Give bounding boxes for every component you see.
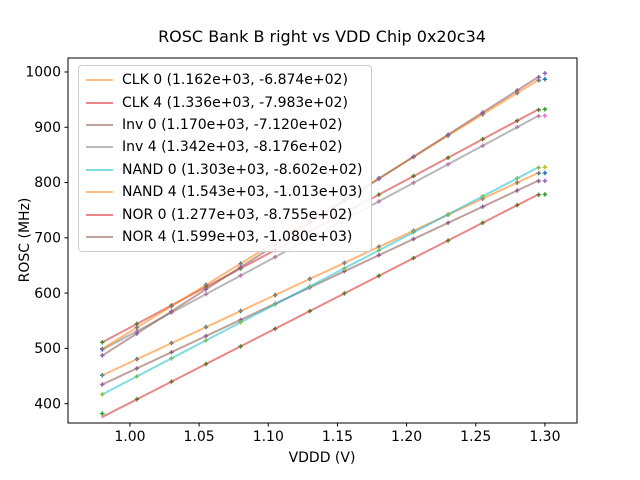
legend-entry-nand-4: NAND 4 (1.543e+03, -1.013e+03) (86, 181, 362, 203)
axes-frame (67, 57, 578, 424)
legend: CLK 0 (1.162e+03, -6.874e+02) CLK 4 (1.33… (78, 65, 373, 253)
x-tick-label: 1.05 (184, 429, 215, 445)
legend-line-swatch (86, 168, 113, 171)
y-tick-label: 800 (34, 175, 61, 191)
legend-line-swatch (86, 213, 113, 216)
legend-label: Inv 0 (1.170e+03, -7.120e+02) (122, 116, 343, 133)
legend-entry-nor-4: NOR 4 (1.599e+03, -1.080e+03) (86, 226, 362, 248)
y-tick-label: 400 (34, 396, 61, 412)
x-tick-label: 1.10 (253, 429, 284, 445)
legend-entry-inv-0: Inv 0 (1.170e+03, -7.120e+02) (86, 114, 362, 136)
series-nor-0-fit-line (101, 193, 540, 418)
chart-title: ROSC Bank B right vs VDD Chip 0x20c34 (158, 27, 486, 46)
x-tick-label: 1.25 (460, 429, 491, 445)
legend-label: NOR 4 (1.599e+03, -1.080e+03) (122, 228, 353, 245)
legend-line-swatch (86, 79, 113, 82)
legend-line-swatch (86, 235, 113, 238)
legend-label: CLK 0 (1.162e+03, -6.874e+02) (122, 72, 348, 89)
x-tick-label: 1.15 (322, 429, 353, 445)
y-tick-label: 600 (34, 286, 61, 302)
legend-entry-inv-4: Inv 4 (1.342e+03, -8.176e+02) (86, 136, 362, 158)
y-tick-label: 700 (34, 231, 61, 247)
series-clk-0-fit-line (101, 171, 540, 377)
legend-label: NOR 0 (1.277e+03, -8.755e+02) (122, 206, 353, 223)
legend-label: Inv 4 (1.342e+03, -8.176e+02) (122, 139, 343, 156)
legend-label: CLK 4 (1.336e+03, -7.983e+02) (122, 94, 348, 111)
x-tick-label: 1.30 (529, 429, 560, 445)
legend-line-swatch (86, 146, 113, 149)
legend-line-swatch (86, 191, 113, 194)
y-axis-label: ROSC (MHz) (17, 197, 33, 283)
legend-entry-clk-4: CLK 4 (1.336e+03, -7.983e+02) (86, 91, 362, 113)
series-inv-0-fit-line (101, 179, 540, 386)
legend-label: NAND 0 (1.303e+03, -8.602e+02) (122, 161, 363, 178)
legend-entry-nor-0: NOR 0 (1.277e+03, -8.755e+02) (86, 203, 362, 225)
legend-label: NAND 4 (1.543e+03, -1.013e+03) (122, 184, 363, 201)
y-tick-label: 900 (34, 120, 61, 136)
legend-line-swatch (86, 101, 113, 104)
series-nand-0-fit-line (101, 166, 540, 396)
legend-entry-clk-0: CLK 0 (1.162e+03, -6.874e+02) (86, 69, 362, 91)
x-tick-label: 1.20 (391, 429, 422, 445)
legend-entry-nand-0: NAND 0 (1.303e+03, -8.602e+02) (86, 159, 362, 181)
x-axis-label: VDDD (V) (288, 450, 356, 466)
x-tick-label: 1.00 (114, 429, 145, 445)
y-tick-label: 500 (34, 341, 61, 357)
legend-line-swatch (86, 123, 113, 126)
y-tick-label: 1000 (25, 65, 61, 81)
